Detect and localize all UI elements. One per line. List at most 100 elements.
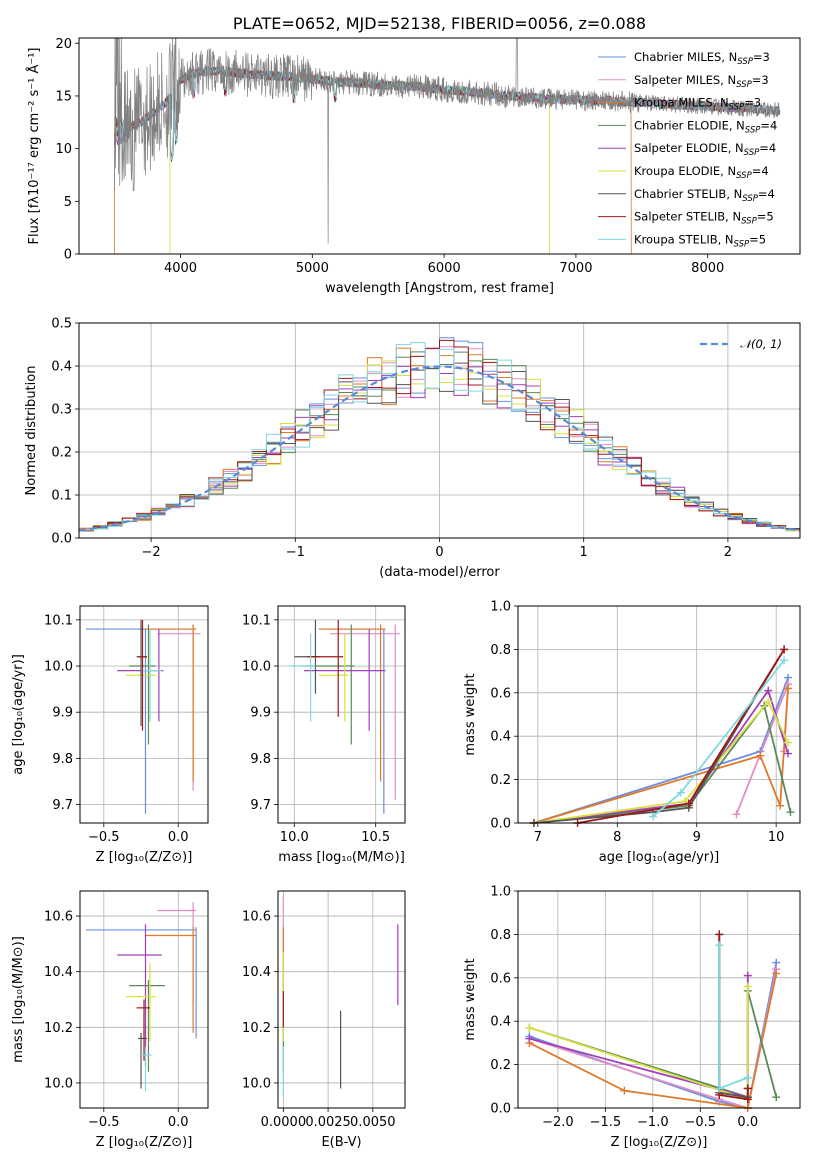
weight-marker: [784, 738, 793, 747]
x-tick-label: −0.5: [88, 1115, 120, 1130]
residuals-chart: −2 −1 0 1 2 0.0 0.1 0.2 0.3 0.4 0.5 (data-model)/er…: [24, 317, 801, 580]
weight-line: [533, 688, 789, 824]
weight-marker: [780, 645, 789, 654]
y-tick-label: 0.8: [490, 643, 511, 658]
y-tick-label: 0.3: [51, 403, 72, 418]
weight-marker: [786, 808, 795, 817]
weight-line: [718, 945, 749, 1090]
legend-label-text: Chabrier ELODIE, N: [634, 118, 745, 132]
x-tick-label: 0.0: [737, 1115, 758, 1130]
y-tick-label: 0.6: [490, 686, 511, 701]
axes-frame: [79, 605, 209, 824]
axes-frame: [277, 605, 406, 824]
mass_vs_ebv-plot-area: [282, 896, 399, 1097]
weight-marker: [649, 812, 658, 821]
weight-marker: [772, 969, 781, 978]
y-tick-label: 0.1: [51, 489, 72, 504]
weight-marker: [525, 1034, 534, 1043]
legend-label-subscript: SSP: [741, 217, 757, 227]
y-tick-label: 10.0: [44, 660, 73, 675]
legend-label-suffix: =3: [744, 96, 761, 110]
legend-label: Chabrier ELODIE, NSSP=4: [634, 118, 777, 135]
x-tick-label: 10: [768, 830, 785, 845]
legend-label-subscript: SSP: [736, 80, 752, 90]
y-tick-label: 10.4: [242, 965, 271, 980]
x-tick-label: 0: [435, 545, 443, 560]
y-axis-label: mass weight: [463, 673, 478, 755]
spectrum-plot-area: [114, 38, 781, 254]
legend-label: Chabrier STELIB, NSSP=4: [634, 187, 775, 204]
x-tick-label: 7: [534, 830, 542, 845]
x-axis-label: Z [log₁₀(Z/Z⊙)]: [611, 1135, 708, 1150]
weight_vs_Z-chart: −2.0 −1.5 −1.0 −0.5 0.0 0.0 0.2 0.4 0.6 0.8 1.0 Z […: [463, 885, 801, 1150]
y-tick-label: 1.0: [490, 885, 511, 900]
y-tick-label: 10.0: [242, 660, 271, 675]
weight-marker: [780, 656, 789, 665]
y-tick-label: 0.0: [490, 1102, 511, 1117]
age_vs_mass-chart: 10.0 10.5 9.7 9.8 9.9 10.0 10.1 mass [log₁₀(M/M…: [242, 605, 406, 865]
y-tick-label: 10.6: [242, 910, 271, 925]
legend-label: Kroupa STELIB, NSSP=5: [634, 232, 766, 249]
normal-curve: [79, 365, 800, 532]
x-tick-label: −2.0: [542, 1115, 574, 1130]
legend-label-text: Salpeter STELIB, N: [634, 210, 741, 224]
x-axis-label: Z [log₁₀(Z/Z⊙)]: [96, 1135, 193, 1150]
axes-frame: [517, 605, 801, 824]
observed-spectrum-line: [114, 38, 781, 244]
weight-marker: [756, 751, 765, 760]
residual-histogram: [79, 337, 800, 534]
y-tick-label: 0.0: [490, 817, 511, 832]
weight-marker: [784, 684, 793, 693]
x-tick-label: 5000: [296, 261, 329, 276]
chart-title: PLATE=0652, MJD=52138, FIBERID=0056, z=0…: [233, 14, 646, 33]
y-tick-label: 9.7: [52, 798, 73, 813]
weight-line: [718, 934, 749, 1099]
legend-label: Chabrier MILES, NSSP=3: [634, 50, 770, 67]
mass_vs_Z-chart: −0.5 0.0 10.0 10.2 10.4 10.6 Z [log₁₀(Z/Z⊙)] ma…: [11, 890, 209, 1150]
mass_vs_Z-plot-area: [85, 902, 197, 1092]
weight-marker: [743, 1073, 752, 1082]
y-tick-label: 0.2: [490, 1058, 511, 1073]
y-axis-label: Flux [fλ10⁻¹⁷ erg cm⁻² s⁻¹ Å⁻¹]: [26, 48, 42, 245]
y-tick-label: 0.4: [490, 1015, 511, 1030]
x-tick-label: 10.5: [361, 830, 390, 845]
x-axis-label: wavelength [Angstrom, rest frame]: [325, 281, 554, 296]
legend-label-subscript: SSP: [737, 57, 753, 67]
weight-marker: [743, 1084, 752, 1093]
y-axis-label: mass [log₁₀(M/M⊙)]: [11, 936, 26, 1063]
weight-marker: [764, 697, 773, 706]
y-tick-label: 0.5: [51, 317, 72, 332]
weight-marker: [743, 982, 752, 991]
y-tick-label: 0.4: [51, 360, 72, 375]
legend-label-suffix: =3: [753, 50, 770, 64]
x-tick-label: 0.0: [168, 1115, 189, 1130]
y-tick-label: 9.8: [52, 752, 73, 767]
legend-label: Kroupa ELODIE, NSSP=4: [634, 164, 769, 181]
x-axis-label: age [log₁₀(age/yr)]: [599, 850, 720, 865]
legend-label-subscript: SSP: [745, 125, 761, 135]
y-tick-label: 10.6: [44, 910, 73, 925]
legend-label: 𝒩(0, 1): [740, 337, 782, 351]
weight-marker: [776, 801, 785, 810]
weight-marker: [784, 749, 793, 758]
x-tick-label: 10.0: [280, 830, 309, 845]
legend-label-subscript: SSP: [734, 239, 750, 249]
axes-frame: [78, 322, 801, 539]
x-axis-label: E(B-V): [321, 1135, 361, 1150]
spectrum-chart: PLATE=0652, MJD=52138, FIBERID=0056, z=0…: [26, 14, 801, 296]
y-tick-label: 9.9: [250, 706, 271, 721]
x-axis-label: mass [log₁₀(M/M⊙)]: [278, 850, 405, 865]
y-axis-label: age [log₁₀(age/yr)]: [11, 654, 26, 775]
weight-line: [533, 703, 792, 824]
y-axis-label: mass weight: [463, 958, 478, 1040]
legend-label-text: Kroupa MILES, N: [634, 96, 729, 110]
weight-marker: [732, 810, 741, 819]
legend-label: Kroupa MILES, NSSP=3: [634, 96, 761, 113]
legend-label-text: Kroupa ELODIE, N: [634, 164, 736, 178]
axes-frame: [78, 37, 801, 255]
y-tick-label: 10.2: [242, 1021, 271, 1036]
y-tick-label: 0.6: [490, 971, 511, 986]
weight-marker: [715, 1084, 724, 1093]
x-tick-label: 0.0050: [350, 1115, 396, 1130]
y-tick-label: 10.1: [44, 613, 73, 628]
